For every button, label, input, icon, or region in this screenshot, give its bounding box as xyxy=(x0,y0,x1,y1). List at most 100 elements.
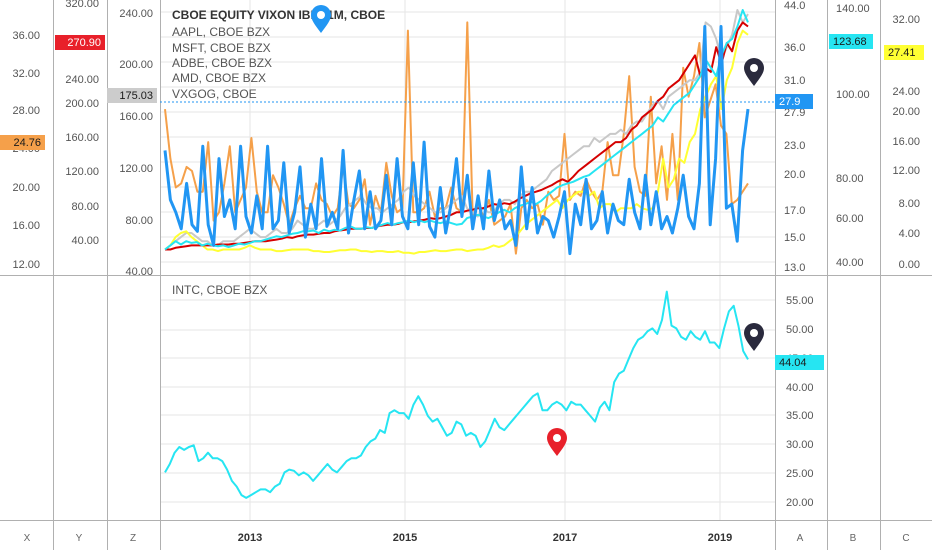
blue-pin-icon[interactable] xyxy=(311,5,331,33)
legend-entry: MSFT, CBOE BZX xyxy=(172,41,271,55)
y-scale-tick: 40.00 xyxy=(71,235,99,247)
a-bottom-scale-tick: 35.00 xyxy=(786,410,814,422)
scale-letter-x[interactable]: X xyxy=(24,533,31,544)
legend-entry: AMD, CBOE BZX xyxy=(172,71,266,85)
grid xyxy=(160,0,775,520)
scale-letter-z[interactable]: Z xyxy=(130,533,136,544)
x-scale-tick: 16.00 xyxy=(12,220,40,232)
z-scale-tick: 80.00 xyxy=(125,215,153,227)
a-bottom-price-tag: 44.04 xyxy=(779,357,807,369)
c-scale-tick: 12.00 xyxy=(892,165,920,177)
top-pane-series[interactable] xyxy=(163,9,750,256)
c-scale-tick: 16.00 xyxy=(892,136,920,148)
a-scale-tick: 27.9 xyxy=(784,107,805,119)
a-bottom-scale-tick: 40.00 xyxy=(786,382,814,394)
y-scale-tick: 240.00 xyxy=(65,74,99,86)
z-scale-tick: 40.00 xyxy=(125,266,153,278)
b-scale-tick: 20.00 xyxy=(836,0,864,3)
a-bottom-scale-tick: 55.00 xyxy=(786,295,814,307)
x-scale-tick: 12.00 xyxy=(12,259,40,271)
y-price-tag-bg xyxy=(55,35,105,50)
dark-pin-icon-hole xyxy=(750,64,758,72)
a-price-tag-bg xyxy=(775,94,813,109)
a-scale-tick: 20.0 xyxy=(784,169,805,181)
a-scale-tick: 31.0 xyxy=(784,75,805,87)
series-line-adbe[interactable] xyxy=(164,29,749,255)
dark-pin-icon[interactable] xyxy=(744,323,764,351)
c-price-tag-bg xyxy=(884,45,924,60)
red-pin-icon-hole xyxy=(553,434,561,442)
z-scale-tick: 240.00 xyxy=(119,8,153,20)
y-price-tag: 270.90 xyxy=(67,37,101,49)
red-pin-icon[interactable] xyxy=(547,428,567,456)
blue-pin-icon-hole xyxy=(317,11,325,19)
a-bottom-price-tag-bg xyxy=(775,355,824,370)
x-scale-tick: 28.00 xyxy=(12,105,40,117)
scale-letter-b[interactable]: B xyxy=(850,533,857,544)
a-price-tag: 27.9 xyxy=(779,96,800,108)
a-bottom-scale-tick: 30.00 xyxy=(786,439,814,451)
c-scale-tick: 20.00 xyxy=(892,106,920,118)
b-scale-tick: 80.00 xyxy=(836,173,864,185)
series-line-intc[interactable] xyxy=(164,290,749,499)
c-price-tag: 27.41 xyxy=(888,47,916,59)
c-scale-tick: 8.00 xyxy=(899,198,920,210)
a-bottom-scale-tick: 25.00 xyxy=(786,468,814,480)
x-scale-tick: 20.00 xyxy=(12,182,40,194)
c-scale-tick: 24.00 xyxy=(892,86,920,98)
y-scale-tick: 200.00 xyxy=(65,98,99,110)
y-scale-tick: 160.00 xyxy=(65,132,99,144)
legend-entry: INTC, CBOE BZX xyxy=(172,283,267,297)
a-scale-tick: 36.0 xyxy=(784,42,805,54)
price-tags: 24.76 270.90 175.03 27.9 123.68 27.41 44.04 xyxy=(0,34,924,370)
b-scale-tick: 40.00 xyxy=(836,257,864,269)
time-axis-label: 2015 xyxy=(393,532,417,544)
b-price-tag: 123.68 xyxy=(833,36,867,48)
x-price-tag: 24.76 xyxy=(13,137,41,149)
series-line-msft[interactable] xyxy=(164,9,749,251)
z-scale-tick: 160.00 xyxy=(119,111,153,123)
x-price-tag-bg xyxy=(0,135,45,150)
scale-letter-a[interactable]: A xyxy=(797,533,804,544)
bottom-pane-series[interactable] xyxy=(164,290,749,499)
b-scale-tick: 60.00 xyxy=(836,213,864,225)
scale-letter-c[interactable]: C xyxy=(902,533,909,544)
x-scale-tick: 32.00 xyxy=(12,68,40,80)
a-scale-tick: 13.0 xyxy=(784,262,805,274)
y-scale-tick: 320.00 xyxy=(65,0,99,10)
z-price-tag: 175.03 xyxy=(119,90,153,102)
z-scale-tick: 120.00 xyxy=(119,163,153,175)
z-price-tag-bg xyxy=(107,88,157,103)
b-price-tag-bg xyxy=(829,34,873,49)
dark-pin-icon-hole xyxy=(750,329,758,337)
c-scale-tick: 32.00 xyxy=(892,14,920,26)
b-scale-tick: 140.00 xyxy=(836,3,870,15)
a-scale-tick: 15.0 xyxy=(784,232,805,244)
series-line-vxgog[interactable] xyxy=(164,9,749,251)
a-scale-tick: 17.0 xyxy=(784,205,805,217)
chart-markers[interactable] xyxy=(311,5,764,456)
a-bottom-scale-tick: 50.00 xyxy=(786,324,814,336)
legend-entry: VXGOG, CBOE xyxy=(172,87,257,101)
bottom-pane-legend: INTC, CBOE BZX xyxy=(172,283,267,297)
c-scale-tick: 0.00 xyxy=(899,259,920,271)
a-bottom-scale-tick: 20.00 xyxy=(786,497,814,509)
a-scale-tick: 44.0 xyxy=(784,0,805,12)
legend-entry: ADBE, CBOE BZX xyxy=(172,56,272,70)
time-axis[interactable]: 2013 2015 2017 2019 xyxy=(238,532,732,544)
top-pane-legend: CBOE EQUITY VIXON IBM, 1M, CBOE AAPL, CBO… xyxy=(172,8,385,101)
legend-entry: CBOE EQUITY VIXON IBM, 1M, CBOE xyxy=(172,8,385,22)
legend-entry: AAPL, CBOE BZX xyxy=(172,25,270,39)
time-axis-label: 2017 xyxy=(553,532,577,544)
series-line-cboe-equity-vixon-ibm[interactable] xyxy=(163,25,750,256)
a-scale-tick: 23.0 xyxy=(784,140,805,152)
time-axis-label: 2013 xyxy=(238,532,262,544)
dark-pin-icon[interactable] xyxy=(744,58,764,86)
scale-letter-y[interactable]: Y xyxy=(76,533,83,544)
c-scale-tick: 4.00 xyxy=(899,228,920,240)
price-scales[interactable]: 36.00 32.00 28.00 24.00 20.00 16.00 12.00 320.0… xyxy=(12,0,920,509)
time-axis-label: 2019 xyxy=(708,532,732,544)
